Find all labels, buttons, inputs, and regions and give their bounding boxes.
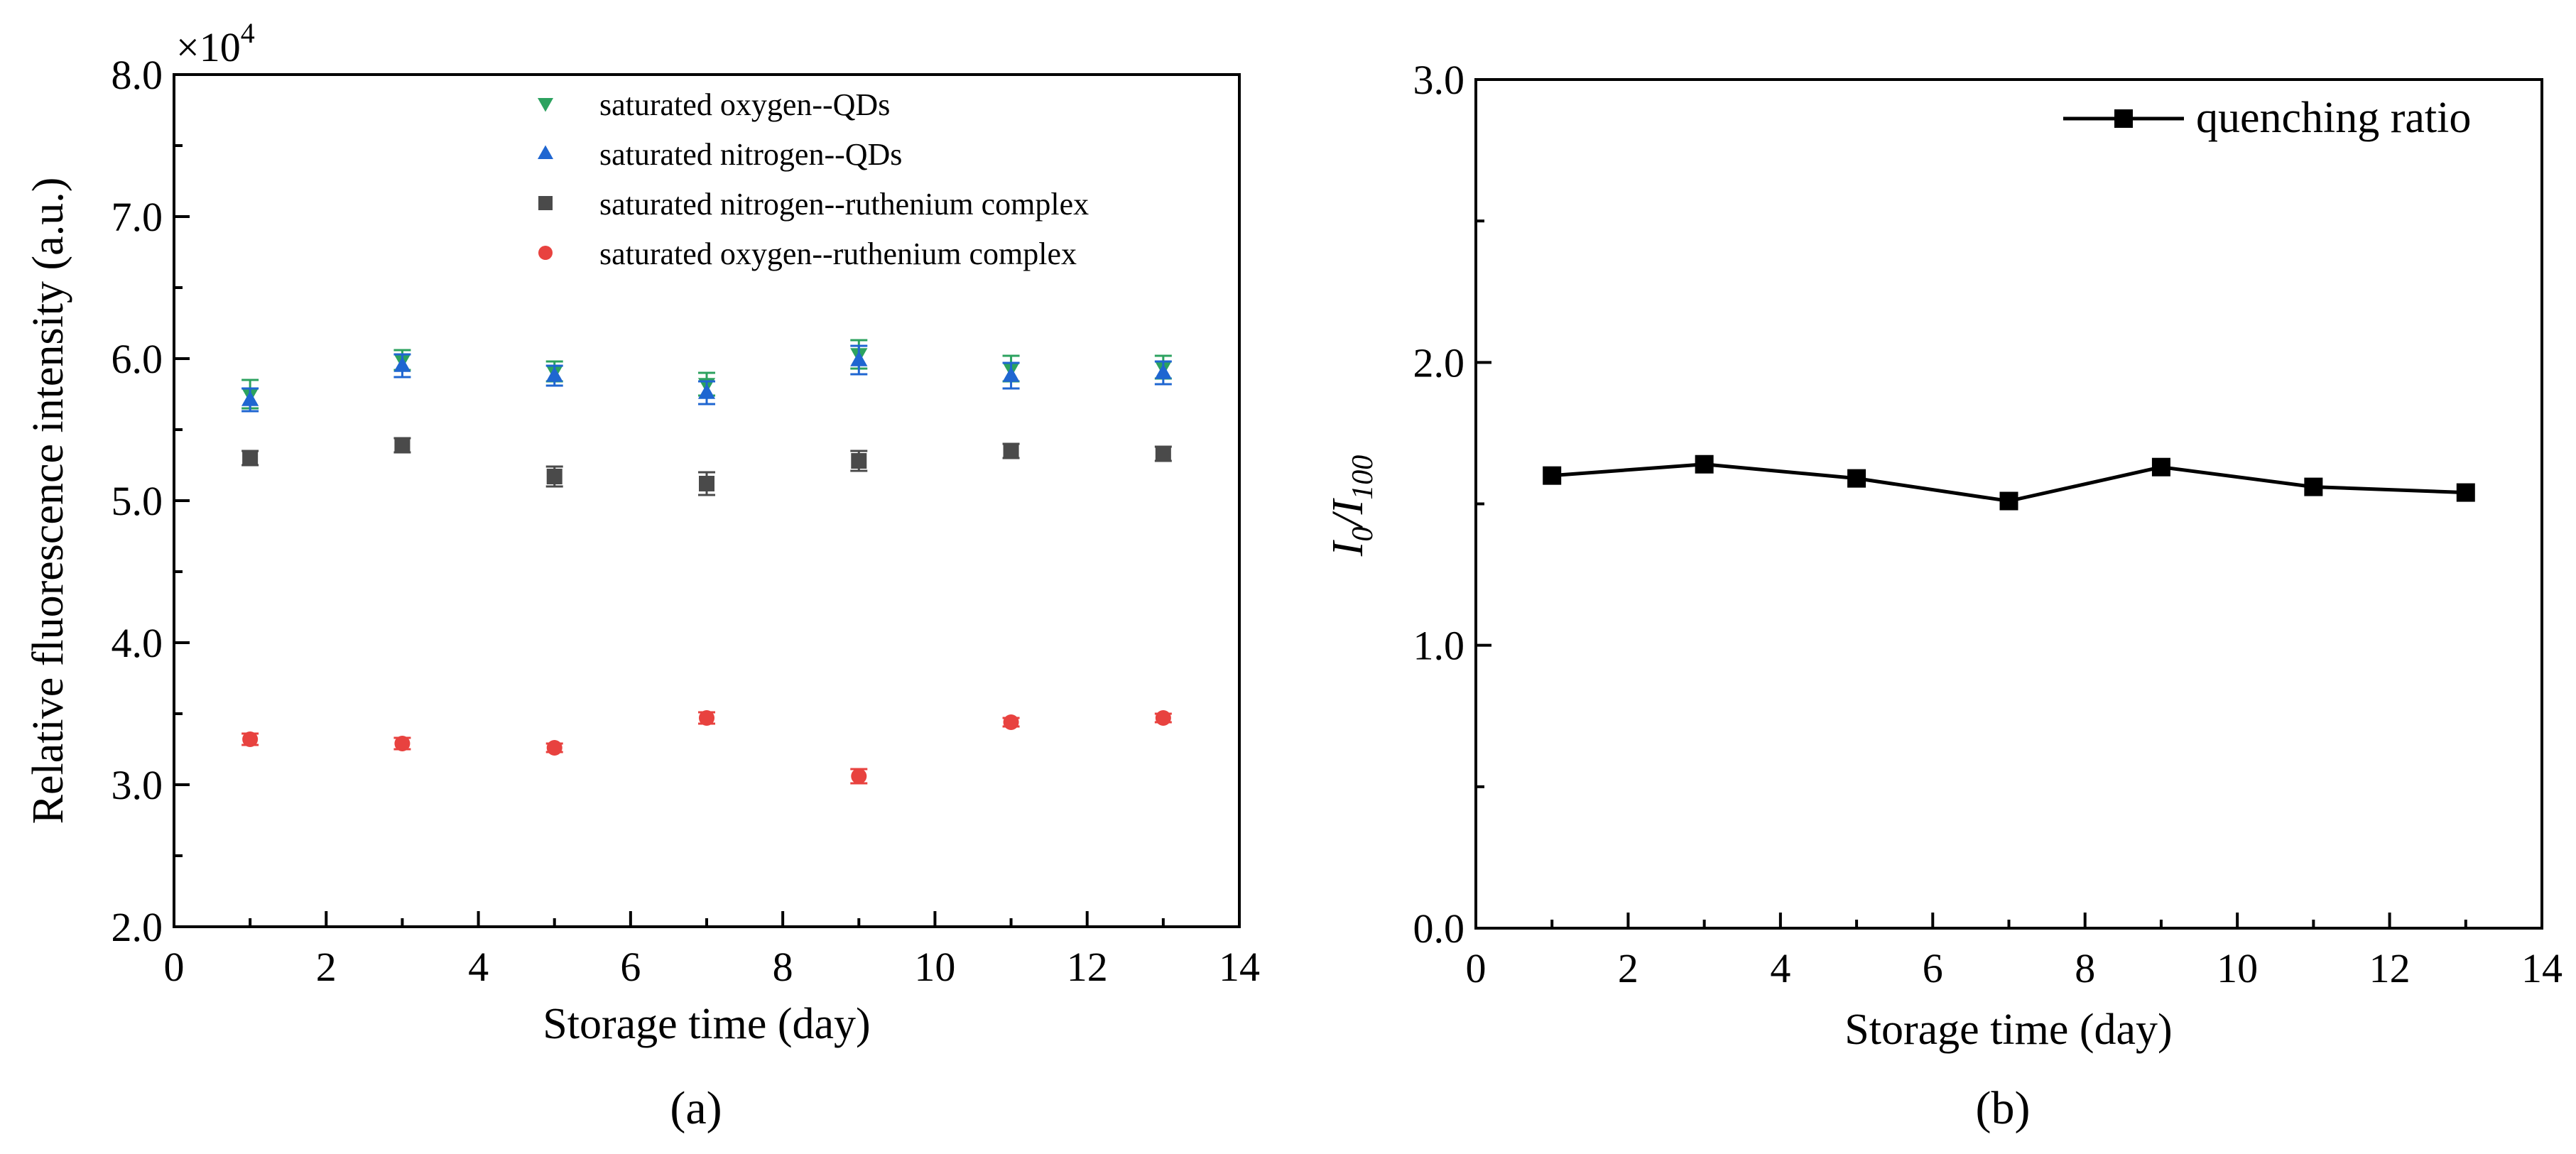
y-tick-label: 8.0 (112, 52, 163, 98)
chart-a-marks (241, 339, 1172, 785)
legend-marker (538, 98, 553, 112)
data-point (2151, 457, 2170, 477)
y-tick-label: 6.0 (112, 336, 163, 382)
y-tick-label: 7.0 (112, 194, 163, 240)
chart-b-x-axis-title: Storage time (day) (1844, 1006, 2172, 1054)
x-tick-label: 4 (468, 944, 489, 990)
legend-label: saturated nitrogen--ruthenium complex (599, 187, 1089, 222)
data-point (1003, 714, 1019, 730)
x-tick-label: 0 (1466, 945, 1487, 991)
chart-b-panel-label: (b) (1976, 1082, 2031, 1134)
data-point (394, 736, 411, 751)
chart-a-ticks (173, 73, 1241, 928)
data-point (394, 437, 411, 453)
chart-b-x-tick-labels: 0 2 4 6 8 10 12 14 (1466, 945, 2563, 991)
data-point (851, 453, 867, 469)
y-tick-label: 5.0 (112, 478, 163, 524)
chart-b-ticks (1474, 78, 2543, 930)
y-tick-label: 3.0 (1413, 57, 1465, 103)
chart-a-y-multiplier: ×104 (176, 17, 255, 70)
data-point (2304, 477, 2323, 496)
chart-b: 0 2 4 6 8 10 12 14 0.0 1.0 2.0 3.0 Storage time (d… (1324, 57, 2563, 1134)
data-point (2456, 483, 2475, 502)
y-tick-label: 2.0 (112, 904, 163, 950)
data-point (1847, 469, 1866, 488)
y-tick-label: 2.0 (1413, 339, 1465, 386)
data-point (699, 710, 714, 726)
data-point (1155, 710, 1171, 726)
data-point (699, 476, 714, 491)
chart-a-x-axis-title: Storage time (day) (543, 1000, 870, 1048)
data-point (393, 356, 411, 372)
data-point (697, 383, 716, 399)
series-0 (1543, 454, 2475, 511)
data-point (850, 351, 868, 366)
legend-marker (538, 145, 553, 159)
x-tick-label: 2 (1618, 945, 1638, 991)
data-point (1999, 491, 2018, 511)
y-tick-label: 0.0 (1413, 905, 1465, 952)
chart-b-marks (1543, 454, 2475, 511)
data-point (546, 740, 563, 756)
x-tick-label: 0 (164, 944, 185, 990)
chart-b-legend: quenching ratio (2063, 94, 2471, 142)
legend-label: saturated oxygen--QDs (599, 87, 890, 122)
x-tick-label: 10 (2217, 945, 2258, 991)
data-point (1155, 446, 1171, 462)
series-3 (241, 710, 1172, 785)
x-tick-label: 6 (1923, 945, 1943, 991)
data-point (1003, 443, 1019, 459)
chart-a: 0 2 4 6 8 10 12 14 2.0 3.0 4.0 5.0 6.0 7.0 8.0 Storag… (24, 17, 1260, 1134)
data-point (1002, 366, 1020, 382)
x-tick-label: 8 (773, 944, 793, 990)
x-tick-label: 14 (1219, 944, 1260, 990)
x-tick-label: 12 (1067, 944, 1108, 990)
legend-marker (538, 196, 553, 210)
x-tick-label: 10 (914, 944, 955, 990)
chart-a-y-tick-labels: 2.0 3.0 4.0 5.0 6.0 7.0 8.0 (112, 52, 163, 950)
y-tick-label: 3.0 (112, 762, 163, 808)
data-point (1154, 364, 1172, 379)
data-point (242, 731, 259, 747)
legend-marker (2114, 109, 2133, 128)
legend-marker (538, 246, 553, 260)
x-tick-label: 12 (2369, 945, 2411, 991)
x-tick-label: 8 (2075, 945, 2095, 991)
data-point (1543, 466, 1562, 485)
y-tick-label: 4.0 (112, 620, 163, 666)
y-tick-label: 1.0 (1413, 623, 1465, 669)
chart-a-x-tick-labels: 0 2 4 6 8 10 12 14 (164, 944, 1261, 990)
data-point (241, 391, 259, 406)
legend-label: quenching ratio (2196, 94, 2471, 142)
x-tick-label: 4 (1770, 945, 1790, 991)
chart-a-panel-label: (a) (670, 1082, 722, 1134)
data-point (242, 450, 259, 466)
chart-b-y-tick-labels: 0.0 1.0 2.0 3.0 (1413, 57, 1465, 952)
legend-label: saturated nitrogen--QDs (599, 137, 902, 172)
x-tick-label: 2 (316, 944, 337, 990)
x-tick-label: 6 (620, 944, 641, 990)
data-point (546, 469, 563, 484)
chart-a-legend: saturated oxygen--QDs saturated nitrogen-… (538, 87, 1089, 271)
x-tick-label: 14 (2521, 945, 2563, 991)
series-2 (241, 437, 1172, 496)
data-point (1695, 454, 1714, 474)
legend-label: saturated oxygen--ruthenium complex (599, 236, 1077, 271)
chart-b-y-axis-title: I0/I100 (1324, 455, 1379, 557)
series-1 (241, 344, 1172, 413)
chart-a-y-axis-title: Relative fluorescence intensity (a.u.) (24, 178, 72, 824)
data-point (545, 366, 563, 382)
data-point (851, 768, 867, 784)
